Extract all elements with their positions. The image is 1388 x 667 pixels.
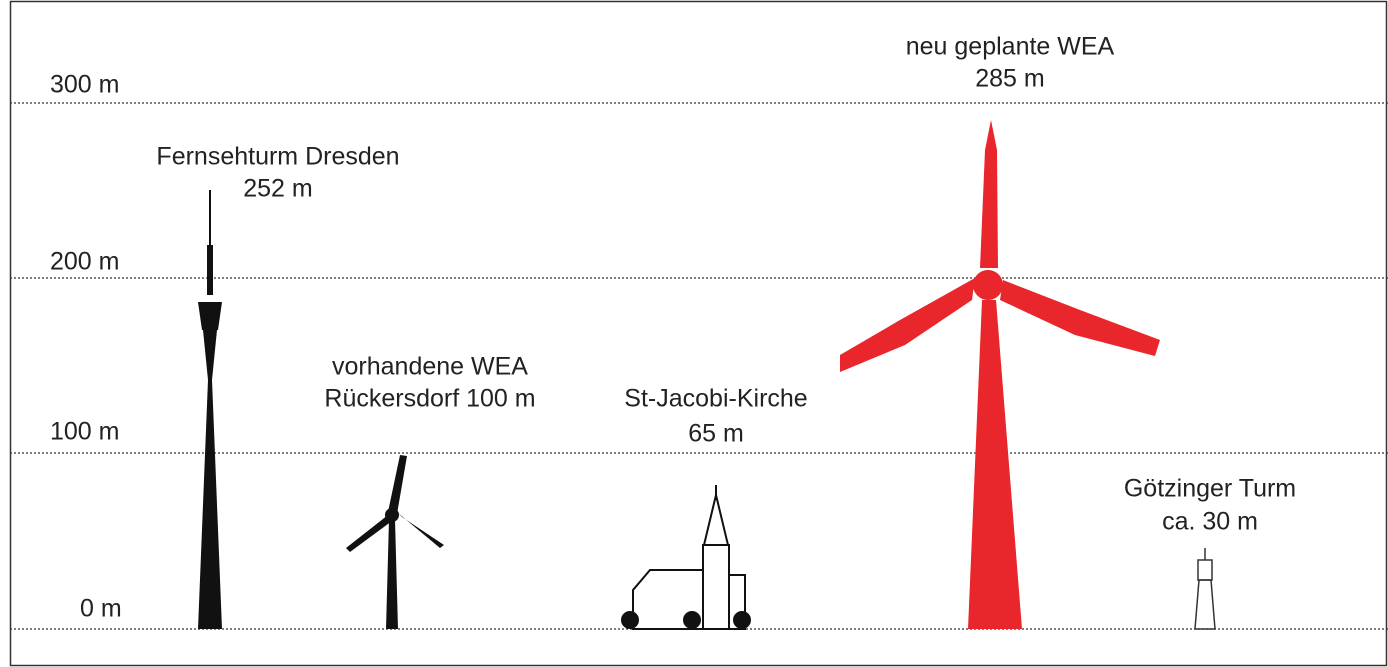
church — [622, 485, 750, 629]
blade — [398, 513, 444, 548]
hub — [973, 270, 1003, 300]
tree — [684, 612, 700, 628]
object-label: neu geplante WEA — [906, 33, 1115, 61]
top-section — [1198, 560, 1212, 580]
blade — [980, 120, 998, 268]
church-tower — [703, 545, 729, 629]
page: 300 m 200 m 100 m 0 m Fernsehturm Dresde… — [0, 0, 1388, 667]
tower — [386, 520, 398, 629]
blade — [840, 278, 975, 372]
small-turbine — [346, 455, 444, 629]
object-label: 65 m — [688, 420, 744, 448]
spire — [704, 495, 728, 545]
tree — [734, 612, 750, 628]
object-label: 252 m — [243, 175, 312, 203]
blade — [388, 455, 407, 514]
blade — [1000, 280, 1160, 356]
mast — [207, 245, 213, 295]
object-label: Götzinger Turm — [1124, 475, 1296, 503]
scale-label: 200 m — [50, 248, 119, 276]
object-label: 285 m — [975, 65, 1044, 93]
object-label: St-Jacobi-Kirche — [624, 385, 807, 413]
scale-label: 300 m — [50, 71, 119, 99]
lookout-tower — [1195, 548, 1215, 629]
scale-label: 100 m — [50, 418, 119, 446]
object-label: Rückersdorf 100 m — [324, 385, 535, 413]
antenna — [209, 190, 211, 250]
scale-label: 0 m — [80, 595, 122, 623]
shaft — [198, 330, 222, 629]
object-label: ca. 30 m — [1162, 508, 1258, 536]
base-section — [1195, 580, 1215, 629]
basket — [198, 302, 222, 330]
big-turbine — [840, 120, 1160, 629]
object-label: Fernsehturm Dresden — [156, 143, 399, 171]
tower — [968, 300, 1022, 629]
tree — [622, 612, 638, 628]
object-label: vorhandene WEA — [332, 353, 528, 381]
blade — [346, 515, 392, 552]
diagram: 300 m 200 m 100 m 0 m Fernsehturm Dresde… — [0, 0, 1388, 667]
tv-tower — [198, 190, 222, 629]
